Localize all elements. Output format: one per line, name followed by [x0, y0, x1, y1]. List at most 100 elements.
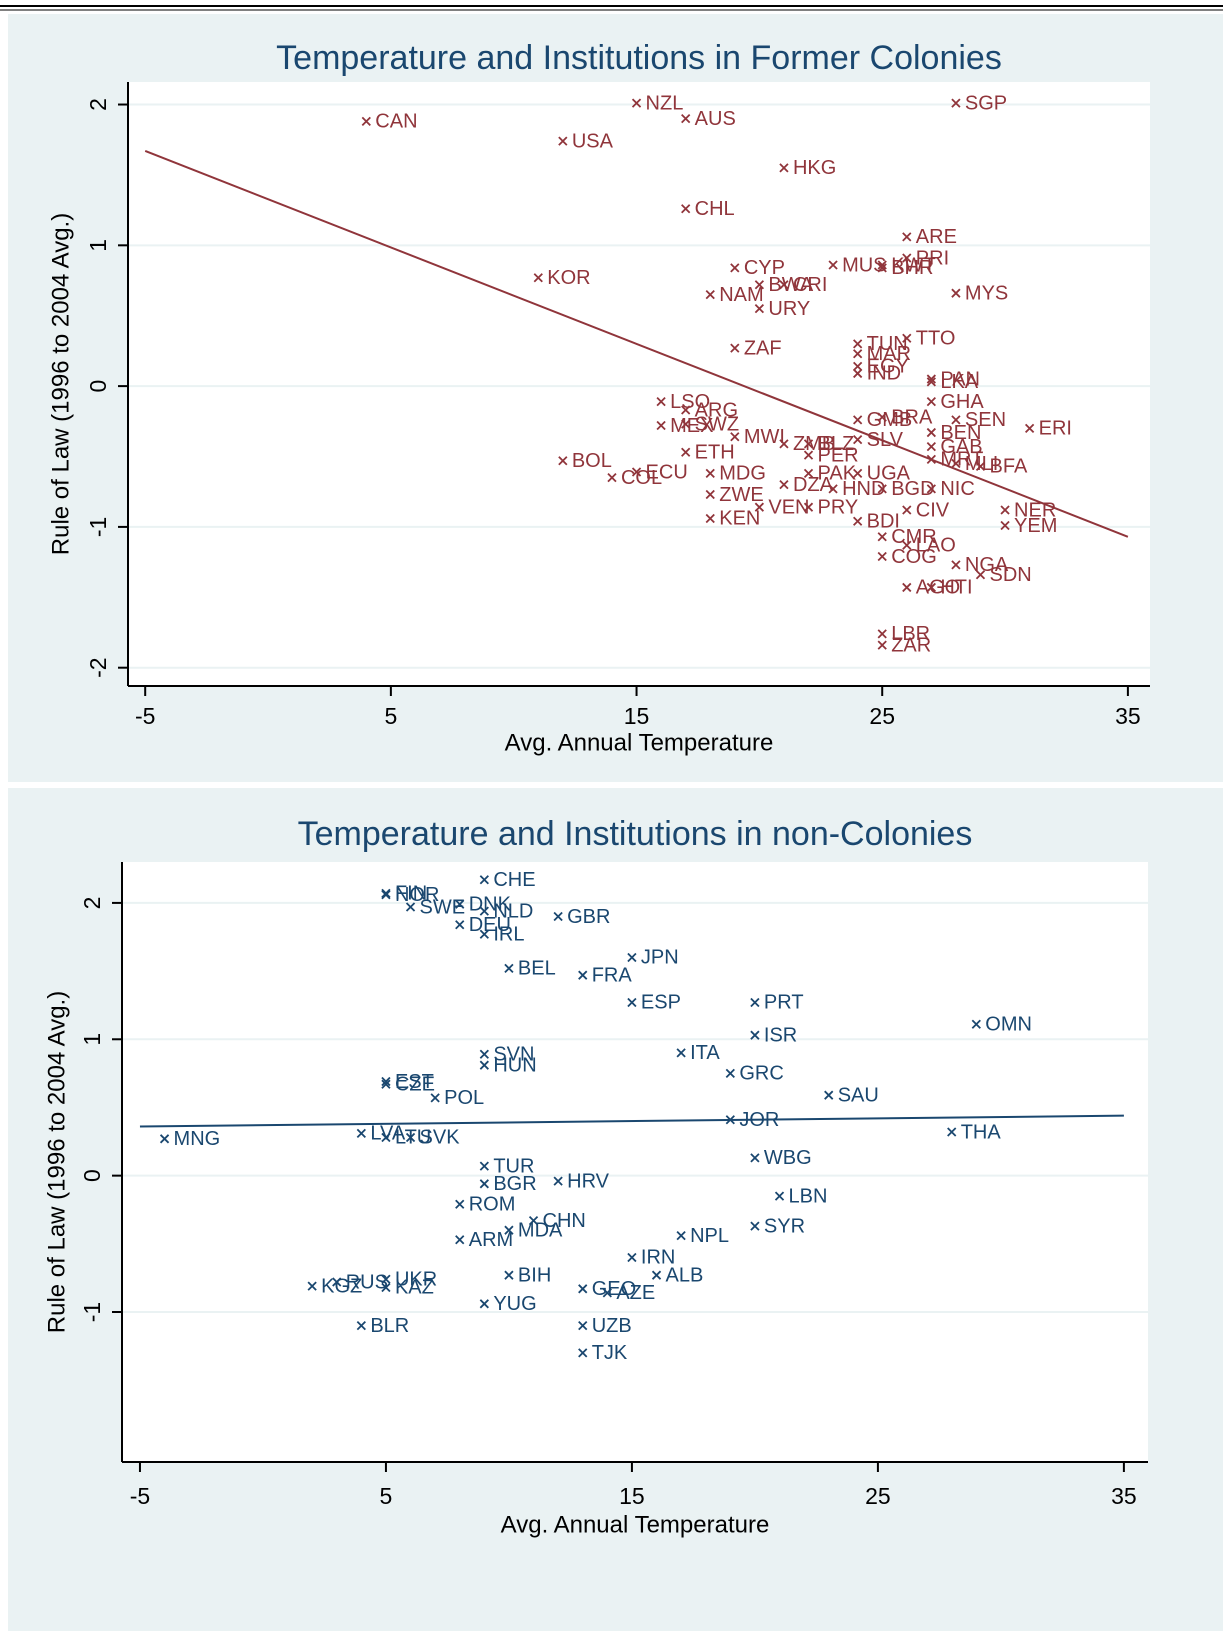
point-marker [926, 582, 936, 593]
point-marker [631, 98, 642, 108]
point-marker [828, 484, 838, 494]
point-marker [479, 1049, 489, 1059]
point-label: KEN [719, 508, 760, 530]
point-label: ECU [646, 461, 688, 483]
y-axis-label: Rule of Law (1996 to 2004 Avg.) [47, 213, 74, 555]
point-label: ZAF [744, 337, 782, 359]
x-tick-label: 25 [865, 1483, 891, 1509]
point-label: MWI [744, 426, 785, 448]
point-marker [381, 1132, 391, 1143]
point-label: CHL [695, 198, 735, 220]
point-label: DZA [793, 474, 834, 496]
fit-line [139, 1114, 1124, 1128]
point-label: CYP [744, 257, 785, 279]
point-marker [902, 232, 912, 242]
point-label: AGO [916, 577, 960, 599]
point-marker [558, 456, 568, 466]
plot-area [122, 862, 1148, 1462]
point-marker [651, 1270, 662, 1280]
point-label: TUN [867, 333, 908, 355]
point-marker [627, 952, 637, 963]
point-marker [828, 260, 838, 270]
point-label: UGA [867, 463, 911, 485]
point-marker [361, 116, 371, 127]
chart-title: Temperature and Institutions in Former C… [276, 39, 1002, 77]
point-label: SDN [989, 564, 1031, 586]
point-marker [504, 1225, 514, 1235]
point-label: POL [444, 1087, 484, 1109]
x-tick-label: -5 [135, 703, 155, 729]
point-marker [455, 899, 465, 909]
point-label: BGR [493, 1173, 536, 1195]
point-marker [504, 1270, 514, 1280]
point-label: ITA [690, 1042, 720, 1064]
point-marker [853, 368, 863, 379]
point-label: SYR [764, 1215, 805, 1237]
point-label: KAZ [395, 1277, 434, 1299]
point-marker [877, 551, 887, 562]
point-label: MEX [670, 415, 713, 437]
point-marker [853, 339, 863, 349]
point-label: TJK [592, 1342, 628, 1364]
point-marker [681, 204, 691, 214]
point-marker [381, 1076, 391, 1087]
point-label: LBN [789, 1185, 828, 1207]
point-marker [853, 349, 863, 359]
point-label: NIC [940, 478, 974, 500]
point-label: PER [818, 444, 859, 466]
plot-area [128, 82, 1150, 686]
point-label: ROM [469, 1194, 516, 1216]
point-label: UZB [592, 1315, 632, 1337]
point-label: ERI [1039, 418, 1072, 440]
point-marker [479, 1299, 489, 1309]
point-label: NPL [690, 1225, 729, 1247]
point-label: HUN [493, 1054, 536, 1076]
point-marker [926, 427, 936, 438]
point-marker [553, 911, 563, 922]
point-label: MRT [940, 449, 983, 471]
point-label: NAM [719, 284, 763, 306]
point-label: MLI [965, 453, 998, 475]
point-label: YEM [1014, 515, 1057, 537]
point-marker [730, 432, 740, 442]
point-marker [558, 136, 568, 146]
point-marker [405, 1132, 416, 1143]
point-label: FIN [395, 883, 427, 905]
point-label: LVA [370, 1123, 405, 1145]
point-marker [1000, 520, 1010, 531]
point-marker [902, 333, 912, 343]
point-marker [975, 461, 986, 472]
point-label: LBR [891, 623, 930, 645]
point-marker [676, 1231, 686, 1241]
point-label: PRT [764, 992, 804, 1014]
point-label: SVK [420, 1127, 461, 1149]
point-marker [479, 875, 489, 885]
point-marker [853, 434, 863, 445]
y-tick-label: 1 [79, 1033, 105, 1046]
point-marker [602, 1288, 612, 1298]
point-marker [553, 1176, 563, 1186]
point-marker [971, 1019, 981, 1029]
point-label: BEL [518, 958, 556, 980]
point-marker [681, 113, 691, 124]
point-marker [725, 1115, 735, 1125]
point-label: RUS [346, 1271, 388, 1293]
point-label: PRI [916, 247, 949, 269]
point-label: ARE [916, 226, 957, 248]
x-tick-label: 5 [380, 1483, 393, 1509]
x-tick-label: 25 [869, 703, 895, 729]
point-marker [656, 396, 666, 407]
y-tick-label: -1 [85, 517, 111, 537]
y-tick-label: 2 [79, 897, 105, 910]
point-label: NGA [965, 554, 1009, 576]
point-marker [947, 1127, 957, 1137]
point-marker [479, 1060, 489, 1070]
point-label: AZE [616, 1282, 655, 1304]
point-label: HKG [793, 157, 836, 179]
point-label: ARG [695, 399, 738, 421]
point-label: DEU [469, 914, 511, 936]
point-marker [681, 447, 691, 457]
point-label: VEN [768, 496, 809, 518]
point-marker [803, 450, 814, 460]
point-label: ZAR [891, 634, 931, 656]
